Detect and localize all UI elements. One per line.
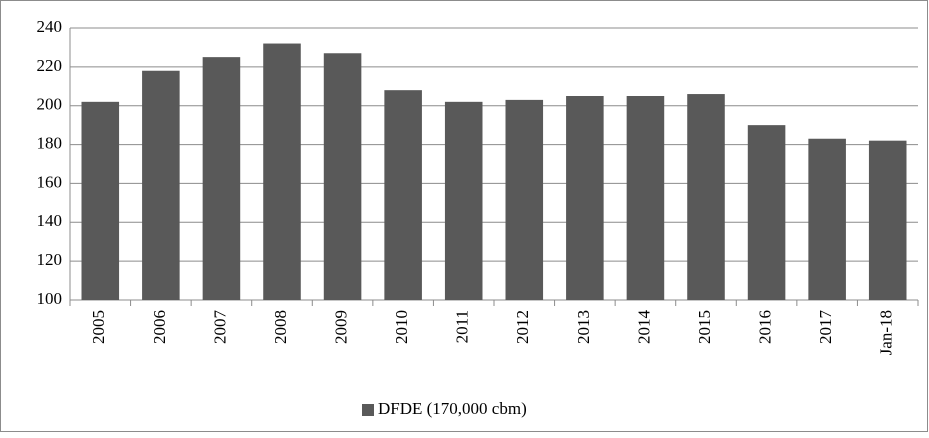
x-tick-label: 2016	[755, 310, 774, 344]
x-tick-label: 2006	[150, 310, 169, 344]
bar	[505, 99, 544, 300]
bar	[323, 53, 362, 300]
x-tick-label: 2005	[89, 310, 108, 344]
y-tick-label: 120	[37, 250, 63, 269]
bar	[687, 94, 725, 300]
y-tick-label: 220	[37, 56, 63, 75]
y-tick-label: 180	[37, 133, 63, 152]
x-tick-label: 2011	[453, 310, 472, 343]
bar	[626, 96, 665, 300]
bar	[868, 140, 907, 300]
x-tick-label: 2007	[210, 310, 229, 345]
x-tick-label: 2012	[513, 310, 532, 344]
x-tick-label: 2009	[331, 310, 350, 344]
bar	[81, 101, 120, 300]
bar	[808, 138, 846, 300]
bar	[566, 96, 604, 300]
x-tick-label: 2008	[271, 310, 290, 344]
y-tick-label: 160	[37, 172, 63, 191]
bar	[384, 90, 422, 301]
bar	[202, 57, 241, 301]
x-tick-label: 2015	[695, 310, 714, 344]
x-tick-label: Jan-18	[877, 310, 896, 355]
bar	[747, 125, 786, 301]
x-tick-label: 2017	[816, 310, 835, 345]
x-tick-label: 2014	[634, 310, 653, 345]
bar	[142, 70, 180, 300]
bar	[444, 101, 483, 300]
x-tick-label: 2013	[574, 310, 593, 344]
y-tick-label: 200	[37, 95, 63, 114]
legend-swatch	[362, 404, 374, 416]
bar	[263, 43, 301, 301]
y-tick-label: 240	[37, 17, 63, 36]
y-tick-label: 140	[37, 211, 63, 230]
legend-label: DFDE (170,000 cbm)	[378, 399, 527, 418]
x-tick-label: 2010	[392, 310, 411, 344]
y-tick-label: 100	[37, 289, 63, 308]
